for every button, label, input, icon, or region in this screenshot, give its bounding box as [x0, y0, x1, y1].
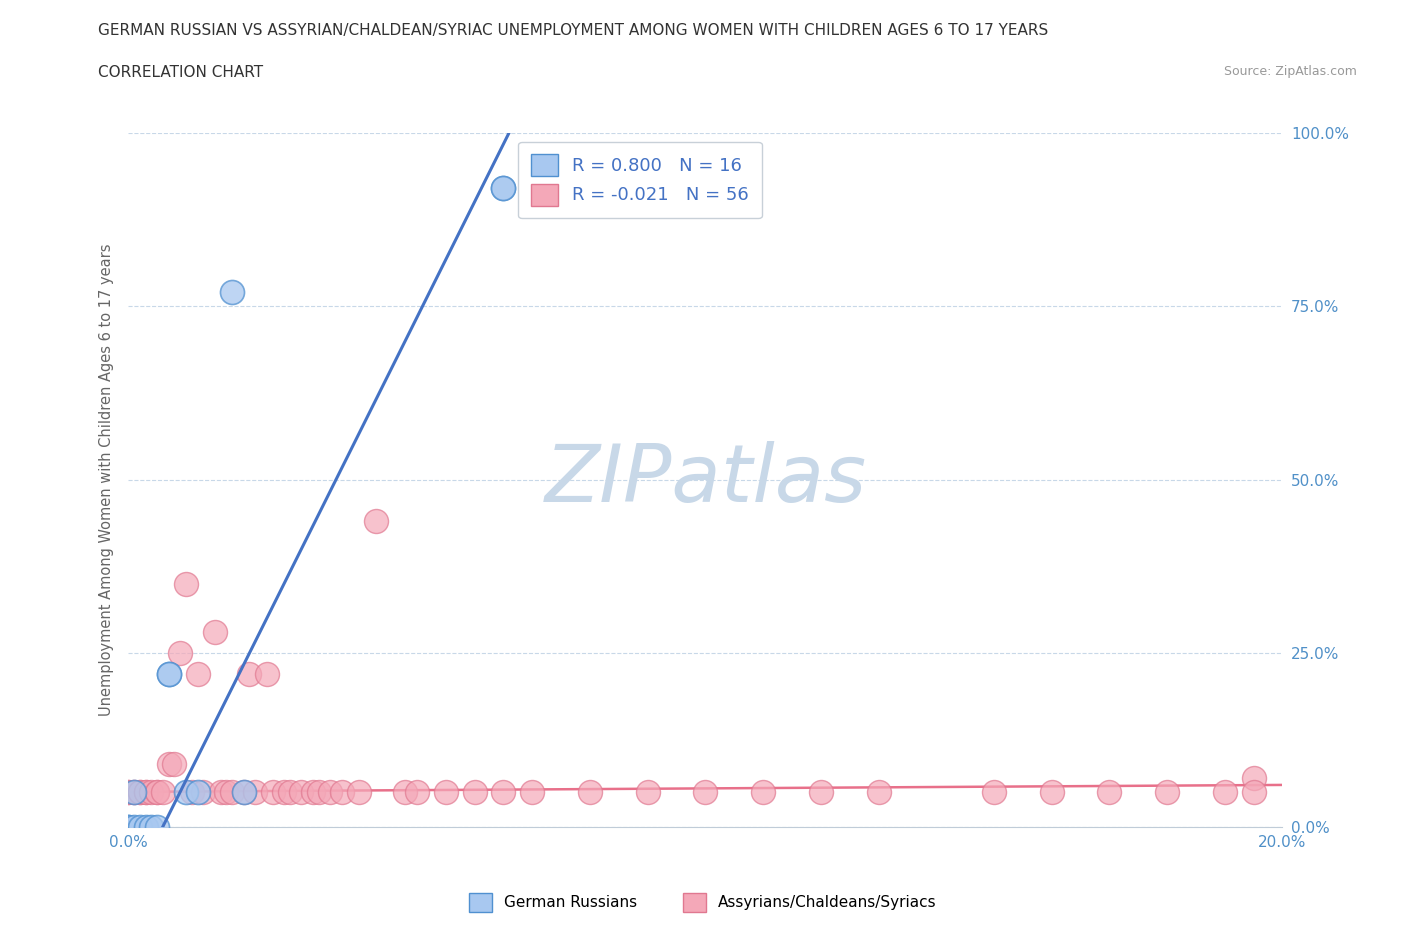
Point	[209, 784, 232, 799]
Point	[522, 784, 544, 799]
Point	[163, 757, 186, 772]
Point	[146, 819, 169, 834]
Text: CORRELATION CHART: CORRELATION CHART	[98, 65, 263, 80]
Point	[1098, 784, 1121, 799]
Point	[579, 784, 602, 799]
Point	[347, 784, 370, 799]
Point	[117, 819, 139, 834]
Point	[232, 784, 254, 799]
Point	[752, 784, 775, 799]
Point	[128, 784, 150, 799]
Point	[169, 645, 191, 660]
Y-axis label: Unemployment Among Women with Children Ages 6 to 17 years: Unemployment Among Women with Children A…	[100, 244, 114, 716]
Point	[1243, 771, 1265, 786]
Point	[302, 784, 325, 799]
Point	[308, 784, 330, 799]
Point	[232, 784, 254, 799]
Point	[637, 784, 659, 799]
Point	[319, 784, 342, 799]
Point	[141, 819, 163, 834]
Point	[492, 180, 515, 195]
Point	[117, 784, 139, 799]
Point	[810, 784, 832, 799]
Point	[186, 667, 208, 682]
Point	[141, 784, 163, 799]
Point	[174, 577, 197, 591]
Point	[221, 285, 243, 299]
Point	[135, 784, 157, 799]
Point	[492, 180, 515, 195]
Point	[146, 784, 169, 799]
Point	[157, 667, 180, 682]
Point	[122, 784, 145, 799]
Point	[128, 784, 150, 799]
Point	[492, 784, 515, 799]
Point	[405, 784, 427, 799]
Point	[434, 784, 457, 799]
Legend: German Russians, Assyrians/Chaldeans/Syriacs: German Russians, Assyrians/Chaldeans/Syr…	[463, 887, 943, 918]
Point	[135, 819, 157, 834]
Point	[152, 784, 174, 799]
Point	[256, 667, 278, 682]
Point	[262, 784, 284, 799]
Point	[157, 667, 180, 682]
Point	[117, 819, 139, 834]
Text: ZIPatlas: ZIPatlas	[544, 441, 866, 519]
Point	[1243, 784, 1265, 799]
Point	[128, 819, 150, 834]
Point	[868, 784, 890, 799]
Point	[122, 819, 145, 834]
Point	[193, 784, 215, 799]
Point	[122, 784, 145, 799]
Point	[290, 784, 312, 799]
Point	[330, 784, 353, 799]
Point	[273, 784, 295, 799]
Point	[157, 757, 180, 772]
Point	[394, 784, 416, 799]
Text: GERMAN RUSSIAN VS ASSYRIAN/CHALDEAN/SYRIAC UNEMPLOYMENT AMONG WOMEN WITH CHILDRE: GERMAN RUSSIAN VS ASSYRIAN/CHALDEAN/SYRI…	[98, 23, 1049, 38]
Point	[463, 784, 485, 799]
Point	[1213, 784, 1236, 799]
Point	[135, 784, 157, 799]
Point	[117, 784, 139, 799]
Point	[180, 784, 202, 799]
Legend: R = 0.800   N = 16, R = -0.021   N = 56: R = 0.800 N = 16, R = -0.021 N = 56	[519, 141, 762, 219]
Point	[1156, 784, 1178, 799]
Point	[238, 667, 260, 682]
Point	[983, 784, 1005, 799]
Text: Source: ZipAtlas.com: Source: ZipAtlas.com	[1223, 65, 1357, 78]
Point	[221, 784, 243, 799]
Point	[366, 513, 388, 528]
Point	[146, 784, 169, 799]
Point	[215, 784, 238, 799]
Point	[186, 784, 208, 799]
Point	[695, 784, 717, 799]
Point	[204, 625, 226, 640]
Point	[278, 784, 301, 799]
Point	[174, 784, 197, 799]
Point	[1040, 784, 1063, 799]
Point	[122, 784, 145, 799]
Point	[245, 784, 267, 799]
